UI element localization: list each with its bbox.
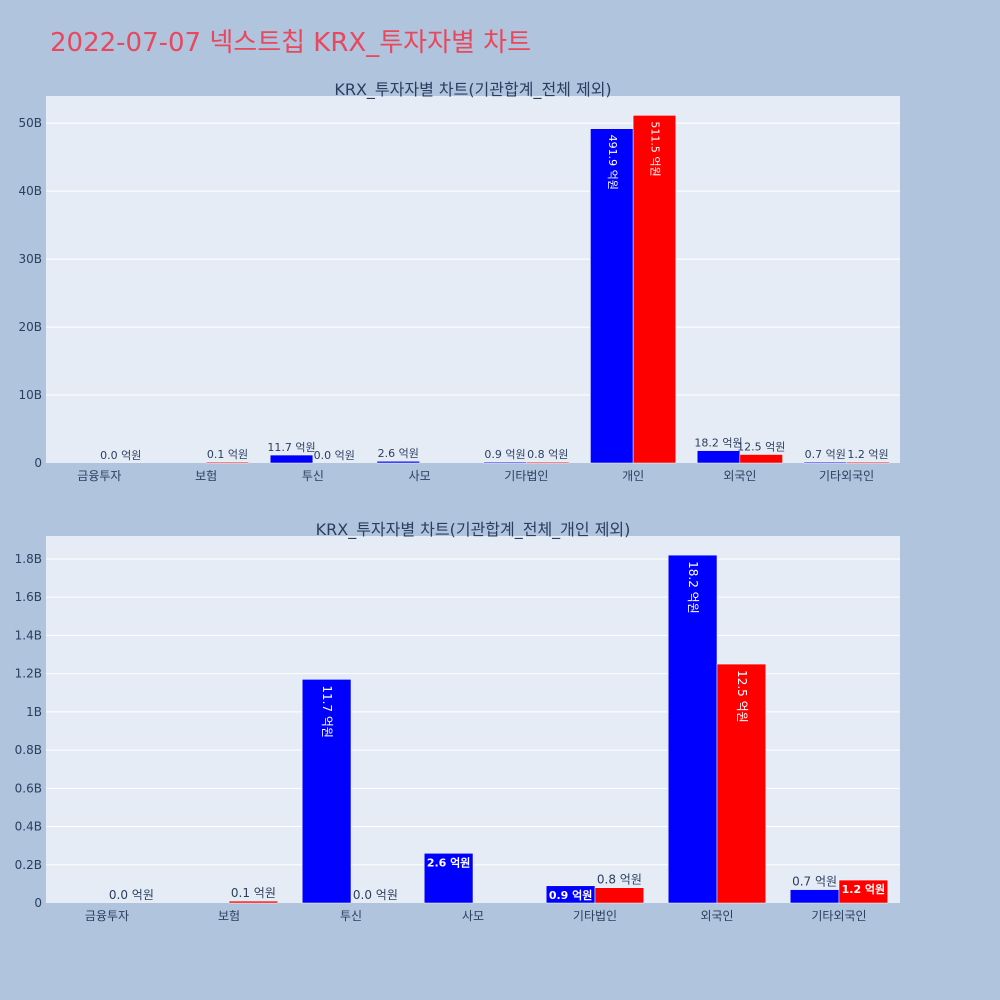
y-tick-label: 1.4B <box>15 628 42 642</box>
buy-bar <box>269 454 314 464</box>
bar-value-label: 0.7 억원 <box>805 448 846 461</box>
y-tick-label: 30B <box>18 252 42 266</box>
sell-bar <box>632 115 677 464</box>
bar-value-label: 0.9 억원 <box>484 448 525 461</box>
bar-value-label: 0.8 억원 <box>597 873 642 887</box>
sell-bar <box>838 879 889 904</box>
buy-bar <box>483 461 527 464</box>
bar-value-label: 0.8 억원 <box>527 448 568 461</box>
buy-bar <box>667 554 718 904</box>
page-title: 2022-07-07 넥스트칩 KRX_투자자별 차트 <box>50 28 532 58</box>
investor-chart-excl-individual: 0 0.2B 0.4B 0.6B 0.8B 1B 1.2B 1.4B 1.6B 1.8B KRX_투… <box>15 520 900 923</box>
bar-value-label: 0.1 억원 <box>207 448 248 461</box>
x-tick-label: 보험 <box>218 909 240 923</box>
buy-bar <box>789 889 840 904</box>
y-tick-label: 0.8B <box>15 743 42 757</box>
buy-bar <box>803 461 847 464</box>
plot-area <box>46 536 900 903</box>
sell-bar <box>594 887 645 904</box>
x-tick-label: 기타법인 <box>504 469 548 483</box>
y-tick-label: 1.2B <box>15 667 42 681</box>
bar-value-label: 2.6 억원 <box>427 855 471 869</box>
x-tick-label: 기타외국인 <box>811 909 866 923</box>
x-tick-label: 기타외국인 <box>819 469 874 483</box>
x-tick-label: 투신 <box>302 469 324 483</box>
sell-bar <box>716 663 767 904</box>
bar-value-label: 0.1 억원 <box>231 886 276 900</box>
buy-bar <box>423 853 474 904</box>
bar-value-label: 2.6 억원 <box>378 447 419 460</box>
bar-value-label: 11.7 억원 <box>320 685 334 738</box>
bar-value-label: 12.5 억원 <box>737 441 785 454</box>
y-tick-label: 50B <box>18 116 42 130</box>
bar-value-label: 511.5 억원 <box>648 121 661 176</box>
sell-bar <box>846 461 890 464</box>
x-tick-label: 투신 <box>340 909 362 923</box>
x-tick-label: 외국인 <box>700 909 733 923</box>
y-tick-label: 1.8B <box>15 552 42 566</box>
chart-title: KRX_투자자별 차트(기관합계_전체_개인 제외) <box>316 520 631 540</box>
x-tick-label: 사모 <box>462 909 484 923</box>
bar-value-label: 11.7 억원 <box>267 441 315 454</box>
bar-value-label: 18.2 억원 <box>686 561 700 614</box>
buy-bar <box>376 460 420 464</box>
y-tick-label: 0 <box>34 896 42 910</box>
chart-title: KRX_투자자별 차트(기관합계_전체 제외) <box>334 80 611 100</box>
investor-chart-all: 0 10B 20B 30B 40B 50B KRX_투자자별 차트(기관합계_전체 제외) 금… <box>18 80 900 483</box>
plot-area <box>46 96 900 463</box>
y-tick-label: 0.2B <box>15 858 42 872</box>
y-tick-label: 10B <box>18 388 42 402</box>
buy-bar <box>590 128 634 464</box>
buy-bar <box>696 450 741 464</box>
y-tick-label: 40B <box>18 184 42 198</box>
bar-value-label: 0.0 억원 <box>109 888 154 902</box>
x-tick-label: 금융투자 <box>85 909 129 923</box>
bar-value-label: 0.7 억원 <box>792 875 837 889</box>
bar-value-label: 0.0 억원 <box>353 888 398 902</box>
bar-value-label: 18.2 억원 <box>694 437 742 450</box>
bar-value-label: 1.2 억원 <box>847 448 888 461</box>
bar-value-label: 491.9 억원 <box>606 135 619 190</box>
y-tick-label: 1B <box>26 705 42 719</box>
y-tick-label: 1.6B <box>15 590 42 604</box>
y-tick-label: 0.4B <box>15 820 42 834</box>
bar-value-label: 0.0 억원 <box>314 449 355 462</box>
x-tick-label: 사모 <box>409 469 431 483</box>
sell-bar <box>205 461 250 464</box>
y-tick-label: 0 <box>34 456 42 470</box>
buy-bar <box>301 679 352 904</box>
x-tick-label: 금융투자 <box>77 469 121 483</box>
sell-bar <box>228 900 279 904</box>
x-tick-label: 개인 <box>622 469 644 483</box>
y-tick-label: 20B <box>18 320 42 334</box>
x-tick-label: 기타법인 <box>573 909 617 923</box>
bar-value-label: 0.9 억원 <box>549 888 593 902</box>
bar-value-label: 12.5 억원 <box>735 670 749 723</box>
x-tick-label: 외국인 <box>723 469 756 483</box>
y-tick-label: 0.6B <box>15 781 42 795</box>
sell-bar <box>526 461 570 464</box>
x-tick-label: 보험 <box>195 469 217 483</box>
bar-value-label: 1.2 억원 <box>842 882 886 896</box>
sell-bar <box>739 454 783 464</box>
bar-value-label: 0.0 억원 <box>100 449 141 462</box>
